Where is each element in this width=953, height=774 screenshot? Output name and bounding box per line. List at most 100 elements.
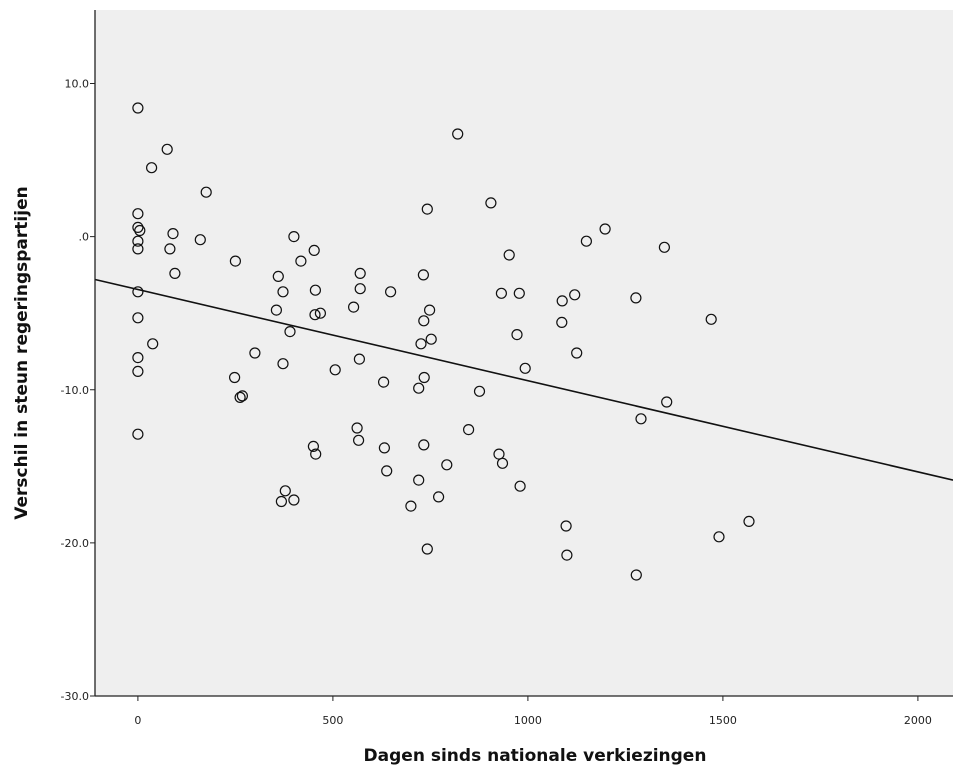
data-point bbox=[132, 286, 144, 298]
data-point bbox=[421, 203, 433, 215]
data-point bbox=[418, 315, 430, 327]
data-point bbox=[288, 494, 300, 506]
x-tick-label: 500 bbox=[322, 714, 343, 727]
y-axis-ticks: 10.0 .0 -10.0 -20.0 -30.0 bbox=[61, 78, 95, 703]
data-point bbox=[463, 424, 475, 436]
data-point bbox=[630, 292, 642, 304]
data-point bbox=[169, 267, 181, 279]
data-point bbox=[417, 269, 429, 281]
data-point bbox=[378, 376, 390, 388]
data-point bbox=[132, 102, 144, 114]
x-tick-label: 2000 bbox=[904, 714, 932, 727]
data-point bbox=[234, 391, 246, 403]
data-point bbox=[743, 515, 755, 528]
plot-area bbox=[95, 10, 953, 696]
data-point bbox=[421, 543, 433, 555]
data-point bbox=[441, 459, 453, 471]
data-point bbox=[513, 287, 525, 299]
data-point bbox=[200, 186, 212, 198]
data-point bbox=[354, 283, 366, 295]
data-point bbox=[354, 267, 366, 279]
data-point bbox=[229, 371, 241, 384]
regression-line bbox=[94, 278, 953, 481]
data-point bbox=[147, 338, 159, 350]
data-point bbox=[511, 329, 523, 341]
data-point bbox=[503, 249, 515, 261]
data-point bbox=[418, 439, 430, 451]
data-point bbox=[599, 223, 611, 235]
data-points bbox=[132, 102, 755, 581]
data-point bbox=[132, 352, 144, 364]
data-point bbox=[405, 500, 417, 512]
data-point bbox=[485, 197, 497, 209]
data-point bbox=[413, 474, 425, 486]
data-point bbox=[385, 286, 397, 298]
data-point bbox=[452, 128, 464, 140]
data-point bbox=[277, 286, 289, 298]
data-point bbox=[630, 569, 642, 581]
data-point bbox=[473, 385, 486, 397]
data-point bbox=[309, 309, 321, 321]
data-point bbox=[314, 307, 326, 319]
data-point bbox=[580, 235, 593, 247]
data-point bbox=[288, 231, 300, 243]
data-point bbox=[132, 312, 144, 324]
data-point bbox=[132, 235, 144, 247]
data-point bbox=[132, 428, 144, 440]
data-point bbox=[560, 520, 572, 532]
data-point bbox=[556, 295, 568, 307]
x-tick-label: 1500 bbox=[709, 714, 737, 727]
data-point bbox=[146, 162, 158, 174]
data-point bbox=[307, 440, 319, 452]
y-tick-label: .0 bbox=[79, 231, 90, 244]
x-axis-ticks: 0 500 1000 1500 2000 bbox=[134, 696, 932, 727]
data-point bbox=[514, 480, 526, 492]
data-point bbox=[194, 234, 206, 246]
data-point bbox=[132, 208, 144, 220]
data-point bbox=[229, 255, 241, 267]
data-point bbox=[284, 326, 296, 338]
data-point bbox=[132, 221, 144, 233]
y-tick-label: -20.0 bbox=[61, 537, 89, 550]
data-point bbox=[433, 491, 445, 503]
data-point bbox=[415, 338, 427, 350]
data-point bbox=[167, 228, 179, 240]
data-point bbox=[425, 333, 437, 345]
x-tick-label: 1000 bbox=[514, 714, 542, 727]
data-point bbox=[310, 448, 322, 460]
data-point bbox=[249, 347, 261, 359]
data-point bbox=[277, 358, 289, 370]
data-point bbox=[308, 244, 320, 256]
data-point bbox=[270, 304, 282, 316]
data-point bbox=[495, 287, 507, 299]
data-point bbox=[164, 243, 176, 255]
x-axis-title: Dagen sinds nationale verkiezingen bbox=[364, 746, 707, 766]
data-point bbox=[571, 347, 583, 359]
data-point bbox=[561, 549, 573, 561]
data-point bbox=[236, 390, 248, 402]
y-axis-title: Verschil in steun regeringspartijen bbox=[12, 186, 32, 519]
data-point bbox=[132, 243, 144, 255]
y-tick-label: 10.0 bbox=[65, 78, 90, 91]
data-point bbox=[635, 413, 647, 425]
data-point bbox=[413, 382, 425, 394]
data-point bbox=[569, 289, 581, 301]
data-point bbox=[309, 284, 321, 296]
data-point bbox=[378, 442, 390, 454]
data-point bbox=[713, 531, 725, 543]
data-point bbox=[161, 143, 173, 155]
data-point bbox=[556, 316, 568, 328]
data-point bbox=[272, 270, 284, 282]
data-point bbox=[279, 485, 291, 497]
y-tick-label: -30.0 bbox=[61, 690, 89, 703]
data-point bbox=[705, 313, 717, 325]
data-point bbox=[353, 353, 365, 365]
y-tick-label: -10.0 bbox=[61, 384, 89, 397]
x-tick-label: 0 bbox=[134, 714, 141, 727]
data-point bbox=[353, 434, 365, 446]
data-point bbox=[418, 371, 430, 384]
data-point bbox=[424, 304, 436, 316]
data-point bbox=[658, 241, 671, 253]
data-point bbox=[348, 301, 360, 313]
